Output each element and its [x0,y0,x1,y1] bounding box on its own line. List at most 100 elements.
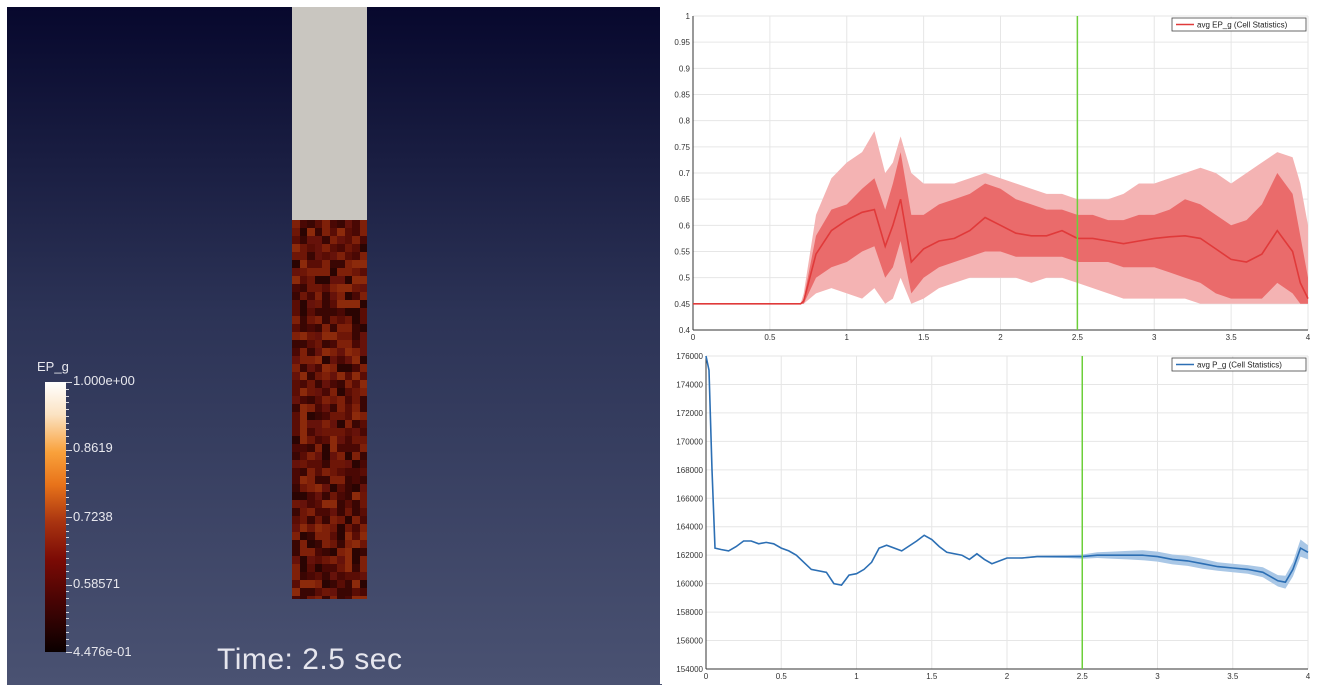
y-tick-label: 172000 [676,409,703,418]
bed-cell [322,324,330,332]
bed-cell [299,356,307,364]
bed-cell [299,300,307,308]
bed-cell [329,508,337,516]
bed-cell [299,540,307,548]
bed-cell [352,532,360,540]
colorbar-tick [66,496,69,498]
y-tick-label: 0.5 [679,274,691,283]
bed-cell [292,300,300,308]
y-tick-label: 0.7 [679,169,691,178]
bed-cell [322,580,330,588]
colorbar-tick [66,395,69,397]
colorbar-tick [66,618,69,620]
bed-cell [329,284,337,292]
p-g-chart[interactable]: 0 0.5 1 1.5 2 2.5 3 3.5 4 154000 156000 158000 16000… [660,345,1322,684]
bed-cell [352,516,360,524]
bed-cell [299,532,307,540]
bed-cell [352,356,360,364]
bed-cell [292,316,300,324]
bed-cell [352,524,360,532]
bed-cell [314,572,322,580]
bed-cell [322,348,330,356]
bed-cell [344,516,352,524]
bed-cell [314,388,322,396]
bed-cell [292,308,300,316]
bed-cell [314,260,322,268]
bed-cell [337,532,345,540]
legend-box [1171,357,1307,372]
bed-cell [322,564,330,572]
bed-cell [314,324,322,332]
bed-cell [359,588,367,596]
bed-cell [337,356,345,364]
fluidized-bed-column [292,7,367,599]
x-tick-label: 1.5 [918,333,930,342]
bed-cell [344,492,352,500]
bed-cell [292,252,300,260]
bed-cell [307,564,315,572]
colorbar-label: 0.8619 [73,440,113,455]
bed-cell [322,260,330,268]
bed-cell [359,516,367,524]
x-tick-label: 1 [845,333,850,342]
bed-cell [337,412,345,420]
bed-cell [307,476,315,484]
bed-cell [292,236,300,244]
bed-cell [322,364,330,372]
bed-cell [337,380,345,388]
bed-cell [344,508,352,516]
render-viewport[interactable]: EP_g 1.000e+00 0.8619 0.7238 0.58571 4.4… [7,7,662,685]
bed-cell [322,268,330,276]
bed-cell [337,388,345,396]
bed-cell [359,436,367,444]
bed-cell [359,596,367,599]
bed-cell [329,420,337,428]
y-tick-label: 174000 [676,380,703,389]
bed-cell [299,556,307,564]
bed-cell [337,564,345,572]
bed-cell [292,356,300,364]
bed-cell [359,228,367,236]
bed-cell [307,300,315,308]
bed-cell [322,420,330,428]
bed-cell [299,364,307,372]
bed-cell [322,228,330,236]
bed-cell [322,316,330,324]
bed-cell [352,284,360,292]
bed-cell [352,476,360,484]
bed-cell [307,452,315,460]
bed-cell [359,548,367,556]
legend-label: avg EP_g (Cell Statistics) [1197,21,1288,30]
bed-cell [299,476,307,484]
bed-cell [299,276,307,284]
bed-cell [337,508,345,516]
bed-cell [329,412,337,420]
bed-cell [307,412,315,420]
bed-cell [329,316,337,324]
bed-cell [344,468,352,476]
bed-cell [337,284,345,292]
bed-cell [314,444,322,452]
bed-cell [329,340,337,348]
bed-cell [307,420,315,428]
bed-cell [337,268,345,276]
x-tick-label: 3.5 [1227,672,1239,681]
bed-cell [307,332,315,340]
bed-cell [352,540,360,548]
bed-cell [307,292,315,300]
bed-cell [292,460,300,468]
bed-cell [307,588,315,596]
bed-cell [314,228,322,236]
bed-cell [292,436,300,444]
bed-cell [299,404,307,412]
bed-cell [307,252,315,260]
ep-g-chart[interactable]: 0 0.5 1 1.5 2 2.5 3 3.5 4 0.4 0.45 0.5 0.55 0.6 0.65 0.… [660,0,1322,345]
bed-cell [344,532,352,540]
bed-cell [292,564,300,572]
bed-cell [329,276,337,284]
bed-cell [329,468,337,476]
bed-cell [299,284,307,292]
bed-cell [314,460,322,468]
bed-cell [292,476,300,484]
bed-cell [329,388,337,396]
